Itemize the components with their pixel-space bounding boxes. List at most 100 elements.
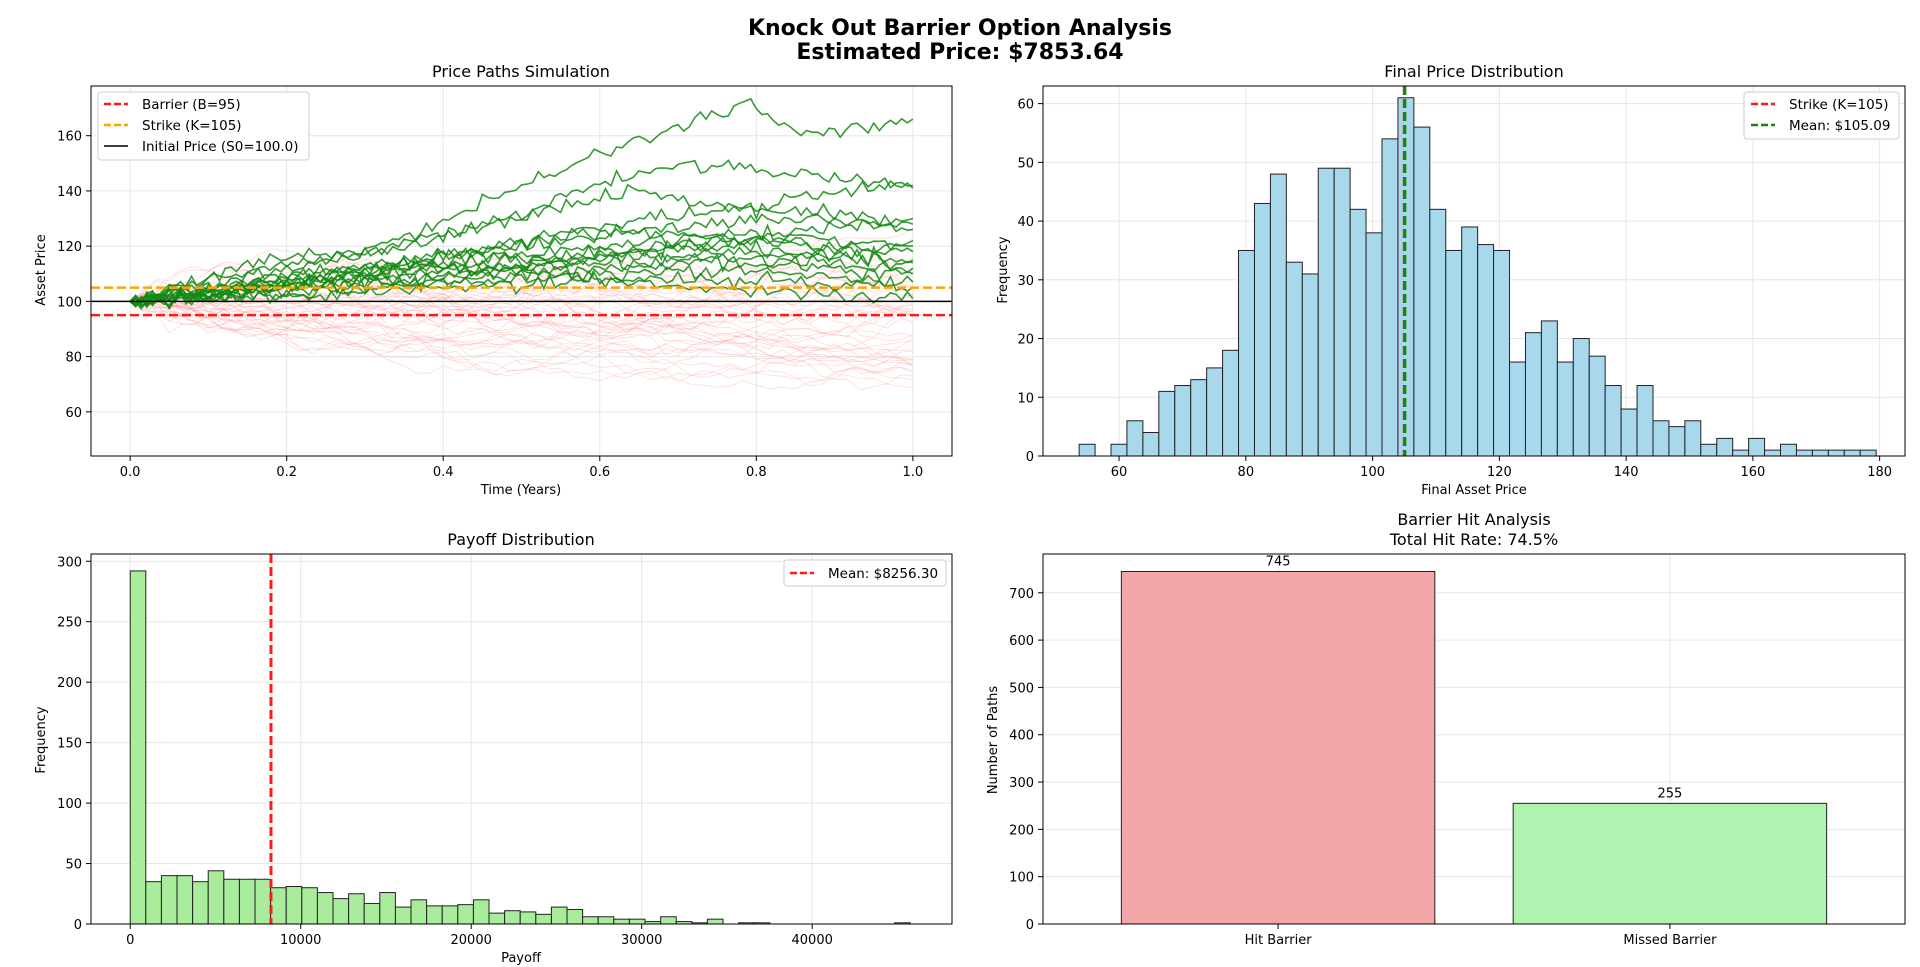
legend-mean-label: Mean: $8256.30: [828, 566, 938, 582]
y-tick-label: 500: [1009, 681, 1034, 696]
y-tick-label: 40: [1017, 215, 1034, 230]
knocked-out-path: [130, 301, 913, 378]
histogram-bar: [426, 905, 443, 925]
histogram-bar: [1253, 202, 1271, 457]
histogram-bar: [394, 906, 412, 925]
knocked-out-path: [130, 293, 913, 390]
histogram-bar: [1636, 385, 1654, 457]
y-axis-label: Asset Price: [34, 234, 49, 305]
histogram-bar: [1126, 420, 1144, 457]
knocked-out-path: [129, 282, 914, 320]
y-tick-label: 250: [57, 616, 82, 631]
knocked-out-path: [130, 301, 914, 358]
y-tick-label: 120: [57, 240, 82, 255]
x-tick-label: 0: [126, 933, 134, 948]
axis-ticks: 0 100 200 300 400 500 600 700 Hit Barrier Missed …: [1009, 587, 1717, 948]
knocked-out-path: [130, 295, 913, 381]
y-axis-label: Frequency: [996, 236, 1011, 303]
plot-frame: [1042, 85, 1906, 457]
knocked-out-path: [129, 283, 913, 352]
x-axis-label: Time (Years): [480, 483, 561, 498]
y-tick-label: 30: [1017, 274, 1034, 289]
y-tick-label: 0: [1026, 918, 1034, 933]
knocked-out-path: [130, 298, 914, 364]
histogram-bar: [1317, 167, 1335, 457]
y-tick-label: 0: [74, 918, 82, 933]
histogram-bar: [1429, 208, 1447, 457]
y-tick-label: 20: [1017, 333, 1034, 348]
x-tick-label: 10000: [280, 933, 321, 948]
histogram-bar: [1477, 244, 1495, 457]
surviving-path: [129, 237, 914, 306]
suptitle-line2: Estimated Price: $7853.64: [796, 40, 1123, 65]
histogram-bar: [1795, 449, 1813, 457]
legend-box: [783, 559, 947, 587]
bars: 745 255: [1120, 555, 1828, 925]
histogram-bar: [238, 878, 256, 925]
histogram-bar: [457, 904, 474, 925]
histogram-bar: [1827, 449, 1845, 457]
y-tick-label: 100: [1009, 871, 1034, 886]
histogram-bar: [441, 905, 459, 925]
x-tick-label: Hit Barrier: [1245, 933, 1313, 948]
y-tick-label: 600: [1009, 634, 1034, 649]
histogram-bar: [1716, 437, 1734, 457]
histogram-bar: [1859, 449, 1877, 457]
knocked-out-path: [129, 279, 914, 359]
histogram-bar: [363, 902, 381, 925]
histogram-bar: [285, 886, 303, 925]
histogram-bar: [270, 887, 287, 925]
histogram-bar: [1190, 379, 1208, 457]
surviving-path: [129, 179, 914, 307]
y-axis-label: Frequency: [34, 706, 49, 773]
chart-title: Payoff Distribution: [447, 530, 594, 549]
histogram-bar: [1700, 443, 1718, 457]
histogram-bar: [1493, 249, 1511, 457]
suptitle-line1: Knock Out Barrier Option Analysis: [748, 16, 1172, 41]
plot-frame: [90, 85, 953, 457]
histogram-bar: [1349, 208, 1367, 457]
y-tick-label: 80: [65, 351, 82, 366]
histogram-bar: [332, 898, 350, 925]
histogram-bar: [597, 916, 615, 925]
y-tick-label: 100: [57, 295, 82, 310]
y-tick-label: 200: [57, 676, 82, 691]
x-tick-label: 160: [1740, 465, 1765, 480]
axis-ticks: 60 80 100 120 140 160 180 0 10 20 30 40 50 60: [1017, 98, 1892, 480]
legend-mean-label: Mean: $105.09: [1789, 118, 1890, 134]
barrier-hit-bar-chart: Barrier Hit Analysis Total Hit Rate: 74.…: [986, 510, 1906, 948]
histogram-bar: [129, 570, 147, 925]
legend-box: [1743, 91, 1900, 140]
x-axis-label: Final Asset Price: [1421, 483, 1526, 498]
histogram-bar: [1748, 437, 1766, 457]
histogram-bar: [192, 881, 209, 925]
y-tick-label: 60: [65, 406, 82, 421]
bar-value-label: 745: [1266, 555, 1291, 570]
histogram-bar: [1843, 449, 1861, 457]
payoff-histogram: Payoff Distribution Payoff Frequency 0 10…: [34, 530, 953, 966]
histogram-bar: [582, 916, 599, 925]
y-tick-label: 140: [57, 185, 82, 200]
legend-strike-label: Strike (K=105): [1789, 97, 1889, 113]
plot-frame: [1042, 553, 1906, 925]
knocked-out-path: [129, 292, 913, 336]
x-tick-label: 1.0: [903, 465, 924, 480]
histogram-bar: [519, 911, 537, 925]
y-tick-label: 0: [1026, 450, 1034, 465]
histogram-bar: [706, 918, 724, 925]
histogram-bar: [1301, 273, 1319, 457]
histogram-bar: [1269, 173, 1287, 457]
histogram-bar: [660, 916, 677, 925]
surviving-path: [129, 223, 914, 309]
histogram-bar: [176, 875, 194, 925]
knocked-out-path: [130, 276, 914, 317]
histogram-bar: [1732, 449, 1750, 457]
histogram-bar: [1206, 367, 1224, 457]
histogram-bar: [316, 892, 334, 925]
x-tick-label: 60: [1111, 465, 1128, 480]
histogram-bar: [488, 912, 506, 925]
knocked-out-path: [129, 301, 913, 382]
chart-title: Price Paths Simulation: [432, 62, 610, 81]
y-tick-label: 150: [57, 737, 82, 752]
knocked-out-path: [129, 301, 914, 367]
